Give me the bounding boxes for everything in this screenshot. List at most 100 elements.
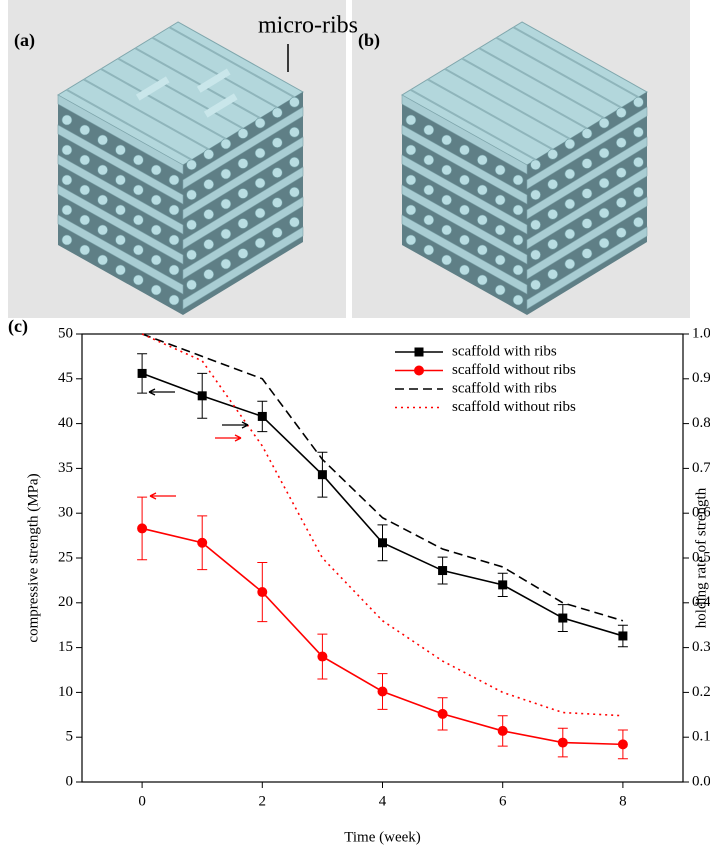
- rod-end: [80, 185, 90, 195]
- rod-end: [477, 215, 487, 225]
- rod-end: [599, 148, 609, 158]
- x-tick-label: 6: [499, 793, 507, 809]
- rod-end: [565, 169, 575, 179]
- y-tick-label: 45: [58, 370, 73, 386]
- rod-end: [133, 185, 143, 195]
- marker: [498, 580, 507, 589]
- y2-tick-label: 0.7: [692, 460, 710, 476]
- rod-end: [424, 215, 434, 225]
- marker: [378, 687, 388, 697]
- annotation: micro-ribs: [258, 13, 358, 39]
- rod-end: [187, 220, 197, 230]
- marker: [558, 614, 567, 623]
- rod-end: [582, 159, 592, 169]
- y2-tick-label: 1.0: [692, 325, 710, 341]
- rod-end: [151, 225, 161, 235]
- rod-end: [424, 245, 434, 255]
- rod-end: [116, 265, 126, 275]
- rod-end: [582, 219, 592, 229]
- rod-end: [116, 175, 126, 185]
- rod-end: [548, 269, 558, 279]
- rod-end: [289, 127, 299, 137]
- rod-end: [495, 225, 505, 235]
- rod-end: [460, 205, 470, 215]
- rod-end: [151, 195, 161, 205]
- rod-end: [442, 165, 452, 175]
- rod-end: [565, 199, 575, 209]
- rod-end: [98, 225, 108, 235]
- rod-end: [80, 215, 90, 225]
- rod-end: [289, 217, 299, 227]
- axis-arrow: [149, 389, 175, 395]
- rod-end: [477, 275, 487, 285]
- rod-end: [531, 220, 541, 230]
- rod-end: [582, 249, 592, 259]
- rod-end: [116, 235, 126, 245]
- rod-end: [599, 208, 609, 218]
- marker: [257, 587, 267, 597]
- rod-end: [495, 255, 505, 265]
- rod-end: [221, 169, 231, 179]
- x-tick-label: 4: [379, 793, 387, 809]
- rod-end: [133, 155, 143, 165]
- rod-end: [599, 118, 609, 128]
- rod-end: [406, 235, 416, 245]
- rod-end: [460, 265, 470, 275]
- y-tick-label: 5: [66, 729, 74, 745]
- panel-label: (b): [358, 30, 380, 51]
- rod-end: [616, 138, 626, 148]
- rod-end: [513, 175, 523, 185]
- rod-end: [582, 189, 592, 199]
- rod-end: [495, 195, 505, 205]
- axis-arrow: [222, 422, 248, 428]
- rod-end: [406, 175, 416, 185]
- legend-label: scaffold with ribs: [452, 380, 557, 396]
- rod-end: [238, 189, 248, 199]
- rod-end: [633, 97, 643, 107]
- rod-end: [531, 160, 541, 170]
- y-tick-label: 50: [58, 325, 73, 341]
- rod-end: [548, 179, 558, 189]
- rod-end: [513, 295, 523, 305]
- rod-end: [151, 285, 161, 295]
- rod-end: [98, 135, 108, 145]
- x-axis-label: Time (week): [344, 829, 421, 845]
- y2-tick-label: 0.0: [692, 773, 710, 789]
- rod-end: [204, 239, 214, 249]
- rod-end: [460, 175, 470, 185]
- rod-end: [238, 159, 248, 169]
- rod-end: [62, 235, 72, 245]
- panel-label: (c): [8, 316, 28, 337]
- rod-end: [80, 245, 90, 255]
- rod-end: [169, 265, 179, 275]
- rod-end: [616, 108, 626, 118]
- rod-end: [169, 235, 179, 245]
- y-axis-label: compressive strength (MPa): [25, 473, 41, 642]
- rod-end: [98, 165, 108, 175]
- rod-end: [548, 239, 558, 249]
- rod-end: [633, 157, 643, 167]
- marker: [378, 538, 387, 547]
- rod-end: [599, 238, 609, 248]
- rod-end: [289, 187, 299, 197]
- y-tick-label: 40: [58, 415, 73, 431]
- rod-end: [221, 229, 231, 239]
- rod-end: [62, 175, 72, 185]
- rod-end: [289, 97, 299, 107]
- x-tick-label: 8: [619, 793, 627, 809]
- y2-tick-label: 0.1: [692, 729, 710, 745]
- rod-end: [133, 275, 143, 285]
- rod-end: [272, 138, 282, 148]
- rod-end: [133, 245, 143, 255]
- y2-tick-label: 0.8: [692, 415, 710, 431]
- rod-end: [204, 209, 214, 219]
- rod-end: [582, 129, 592, 139]
- rod-end: [255, 118, 265, 128]
- rod-end: [513, 265, 523, 275]
- rod-end: [513, 205, 523, 215]
- rod-end: [633, 127, 643, 137]
- rod-end: [442, 195, 452, 205]
- y-tick-label: 0: [66, 773, 74, 789]
- rod-end: [80, 125, 90, 135]
- rod-end: [221, 139, 231, 149]
